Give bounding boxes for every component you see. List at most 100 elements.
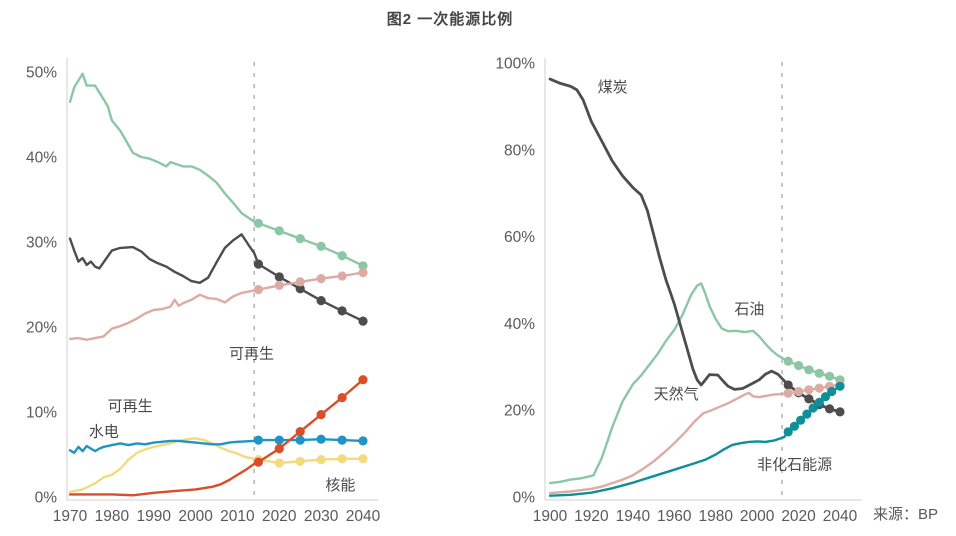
- series-coal-forecast-dot: [358, 316, 368, 326]
- series-oil-forecast-dot: [825, 371, 835, 381]
- right-chart: 0% 20% 40% 60% 80% 100% 1900 1920 1940 1960 1980 20…: [495, 56, 862, 525]
- series-nuclear-forecast-dot: [337, 454, 347, 464]
- x-tick-label: 2010: [220, 508, 255, 525]
- line-label: 可再生: [229, 345, 274, 362]
- series-nonfossil-forecast-dot: [827, 386, 837, 397]
- series-coal-forecast-dot: [274, 272, 284, 282]
- series-gas-forecast-dot: [804, 385, 814, 395]
- y-tick-label: 10%: [26, 405, 57, 422]
- series-nonfossil-forecast-dot: [808, 403, 818, 413]
- x-tick-label: 1980: [698, 508, 733, 525]
- line-label: 可再生: [108, 398, 153, 415]
- series-nonfossil-forecast-dot: [820, 392, 831, 402]
- series-coal-forecast-dot: [337, 306, 347, 316]
- series-hydro-forecast-dot: [274, 435, 284, 445]
- series-gas-forecast-dot: [814, 383, 824, 393]
- series-gas-forecast-dot: [295, 277, 305, 287]
- series-gas-forecast-dot: [358, 268, 368, 278]
- series-oil-forecast-dot: [274, 226, 284, 236]
- series-nonfossil-forecast-dot: [783, 427, 793, 437]
- series-hydro-forecast-dot: [295, 435, 305, 445]
- line-label: 核能: [325, 477, 355, 494]
- series-hydro-forecast-dot: [337, 435, 347, 445]
- x-tick-label: 1940: [616, 508, 651, 525]
- series-nonfossil-forecast-dot: [789, 421, 800, 431]
- x-tick-label: 2040: [823, 508, 858, 525]
- series-gas-forecast-dot: [794, 386, 804, 397]
- y-tick-label: 100%: [495, 56, 535, 73]
- series-oil-forecast-dot: [316, 241, 326, 251]
- series-nuclear-forecast-dot: [358, 454, 368, 464]
- series-nonfossil-forecast-dot: [796, 415, 806, 425]
- series-coal-forecast-dot: [783, 380, 793, 390]
- y-tick-label: 20%: [26, 320, 57, 337]
- y-tick-label: 0%: [35, 490, 58, 507]
- series-renewables-forecast-dot: [316, 410, 326, 420]
- line-label: 水电: [89, 424, 119, 441]
- series-gas-forecast-dot: [337, 271, 347, 281]
- series-nonfossil-forecast-dot: [835, 381, 845, 391]
- line-label: 煤炭: [598, 79, 628, 96]
- series-gas-forecast-dot: [274, 280, 284, 290]
- series-gas-forecast-dot: [316, 274, 326, 284]
- series-nonfossil-forecast-dot: [814, 397, 824, 407]
- series-coal-forecast-dot: [825, 404, 835, 414]
- series-coal-forecast-dot: [295, 284, 305, 294]
- y-tick-label: 0%: [513, 490, 536, 507]
- series-coal-forecast-dot: [253, 259, 263, 269]
- series-coal-forecast-dot: [316, 296, 326, 306]
- x-tick-label: 1900: [533, 508, 568, 525]
- line-label: 石油: [734, 301, 764, 318]
- y-tick-label: 80%: [504, 142, 535, 159]
- x-tick-label: 2000: [178, 508, 213, 525]
- series-nuclear-line: [68, 437, 365, 494]
- series-nuclear-forecast-dot: [316, 455, 326, 465]
- line-label: 天然气: [654, 386, 699, 403]
- x-tick-label: 1980: [95, 508, 130, 525]
- series-gas-forecast-dot: [783, 388, 793, 398]
- y-tick-label: 60%: [504, 229, 535, 246]
- series-gas-forecast-dot: [253, 285, 263, 295]
- series-oil-forecast-dot: [814, 368, 824, 378]
- series-oil-forecast-dot: [804, 365, 814, 375]
- series-renewables-forecast-dot: [274, 444, 284, 454]
- series-oil-forecast-dot: [253, 218, 263, 228]
- series-renewables-forecast-dot: [337, 393, 347, 403]
- series-coal-line: [548, 77, 842, 414]
- series-oil-forecast-dot: [358, 261, 368, 271]
- series-oil-forecast-dot: [783, 356, 793, 366]
- source-label: 来源：BP: [872, 506, 938, 523]
- series-nuclear-forecast-dot: [295, 456, 305, 466]
- series-oil-forecast-dot: [337, 251, 347, 261]
- x-tick-label: 2020: [781, 508, 816, 525]
- series-hydro-forecast-dot: [316, 434, 326, 444]
- x-tick-label: 1920: [574, 508, 609, 525]
- x-tick-label: 2040: [346, 508, 381, 525]
- y-tick-label: 20%: [504, 403, 535, 420]
- x-tick-label: 2000: [740, 508, 775, 525]
- series-nonfossil-forecast-dot: [802, 409, 812, 419]
- series-hydro-forecast-dot: [253, 435, 263, 445]
- y-tick-label: 30%: [26, 235, 57, 252]
- y-tick-label: 40%: [504, 316, 535, 333]
- figure-title: 图2 一次能源比例: [386, 11, 514, 28]
- series-nuclear-forecast-dot: [274, 458, 284, 468]
- series-oil-forecast-dot: [794, 360, 804, 371]
- x-tick-label: 2020: [262, 508, 297, 525]
- left-chart: 0% 10% 20% 30% 40% 50% 1970 1980 1990 2000 2010 202…: [26, 58, 381, 525]
- series-oil-forecast-dot: [295, 234, 305, 244]
- series-oil-line: [68, 72, 365, 267]
- x-tick-label: 1960: [657, 508, 692, 525]
- y-tick-label: 40%: [26, 150, 57, 167]
- x-tick-label: 1990: [136, 508, 171, 525]
- series-renewables-forecast-dot: [295, 427, 305, 437]
- line-label: 非化石能源: [757, 456, 832, 473]
- series-coal-forecast-dot: [804, 394, 814, 404]
- series-coal-forecast-dot: [835, 407, 845, 417]
- series-oil-line: [548, 282, 842, 485]
- series-hydro-forecast-dot: [358, 436, 368, 446]
- x-tick-label: 2030: [304, 508, 339, 525]
- y-tick-label: 50%: [26, 65, 57, 82]
